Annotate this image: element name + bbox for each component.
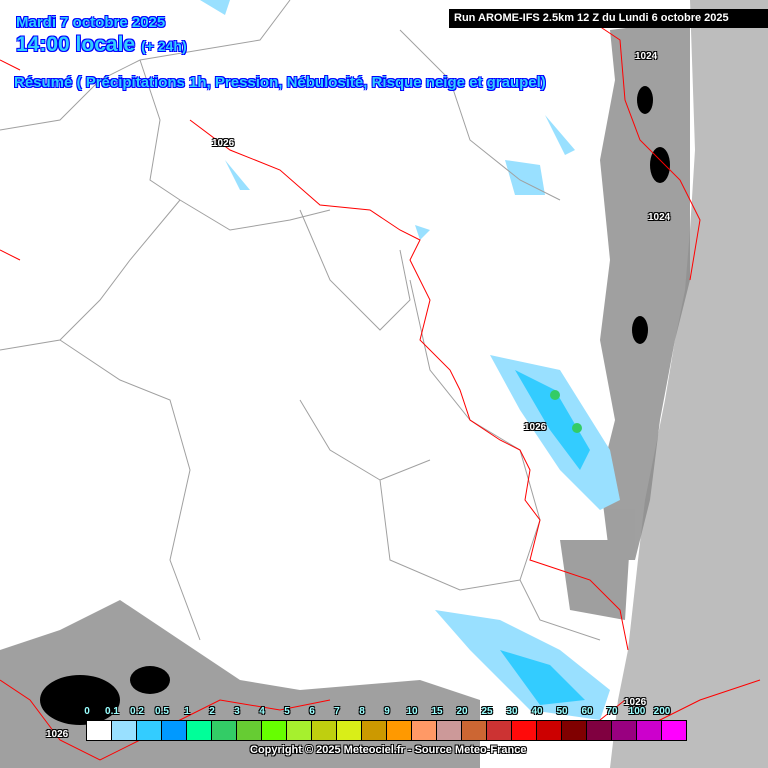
legend-color-box	[212, 721, 237, 740]
legend-label: 50	[556, 706, 568, 717]
pressure-label: 1024	[648, 212, 671, 223]
legend-color-box	[187, 721, 212, 740]
pressure-label: 1026	[212, 138, 235, 149]
legend-label: 4	[259, 706, 265, 717]
legend-color-box	[137, 721, 162, 740]
legend-color-box	[587, 721, 612, 740]
precipitation-legend	[86, 720, 687, 741]
legend-color-box	[237, 721, 262, 740]
legend-label: 9	[384, 706, 390, 717]
legend-label: 2	[209, 706, 215, 717]
legend-label: 5	[284, 706, 290, 717]
legend-label: 0.1	[105, 706, 119, 717]
legend-color-box	[637, 721, 662, 740]
country-borders	[0, 19, 761, 761]
legend-color-box	[362, 721, 387, 740]
pressure-label: 1026	[46, 729, 69, 740]
pressure-label: 1026	[624, 697, 647, 708]
legend-color-box	[612, 721, 637, 740]
legend-color-box	[312, 721, 337, 740]
legend-label: 100	[628, 706, 646, 717]
legend-label: 20	[456, 706, 468, 717]
legend-label: 8	[359, 706, 365, 717]
legend-label: 7	[334, 706, 340, 717]
legend-label: 40	[531, 706, 543, 717]
legend-label: 3	[234, 706, 240, 717]
legend-color-box	[87, 721, 112, 740]
legend-label: 30	[506, 706, 518, 717]
legend-label: 25	[481, 706, 493, 717]
legend-color-box	[562, 721, 587, 740]
admin-boundaries	[0, 0, 601, 641]
legend-color-box	[462, 721, 487, 740]
forecast-date: Mardi 7 octobre 2025	[16, 14, 166, 31]
legend-label: 15	[431, 706, 443, 717]
legend-color-box	[412, 721, 437, 740]
legend-label: 70	[606, 706, 618, 717]
precipitation	[200, 0, 620, 720]
legend-color-box	[387, 721, 412, 740]
legend-label: 60	[581, 706, 593, 717]
legend-label: 6	[309, 706, 315, 717]
legend-color-box	[437, 721, 462, 740]
map-title: Résumé ( Précipitations 1h, Pression, Né…	[14, 74, 546, 91]
forecast-offset: (+ 24h)	[141, 38, 187, 54]
run-info: Run AROME-IFS 2.5km 12 Z du Lundi 6 octo…	[449, 9, 768, 28]
pressure-label: 1026	[524, 422, 547, 433]
legend-label: 0.2	[130, 706, 144, 717]
dense-cloud	[40, 86, 670, 725]
legend-label: 10	[406, 706, 418, 717]
legend-color-box	[162, 721, 187, 740]
forecast-hour: 14:00 locale (+ 24h)	[16, 33, 187, 57]
legend-color-box	[537, 721, 562, 740]
legend-color-box	[487, 721, 512, 740]
legend-label: 0	[84, 706, 90, 717]
legend-color-box	[337, 721, 362, 740]
sea-area	[610, 0, 768, 768]
legend-color-box	[512, 721, 537, 740]
legend-color-box	[662, 721, 686, 740]
legend-color-box	[262, 721, 287, 740]
legend-color-box	[287, 721, 312, 740]
legend-label: 0.5	[155, 706, 169, 717]
legend-color-box	[112, 721, 137, 740]
copyright: Copyright © 2025 Meteociel.fr - Source M…	[250, 744, 527, 756]
hour-value: 14:00 locale	[16, 33, 136, 56]
legend-label: 1	[184, 706, 190, 717]
legend-label: 200	[653, 706, 671, 717]
pressure-label: 1024	[635, 51, 658, 62]
